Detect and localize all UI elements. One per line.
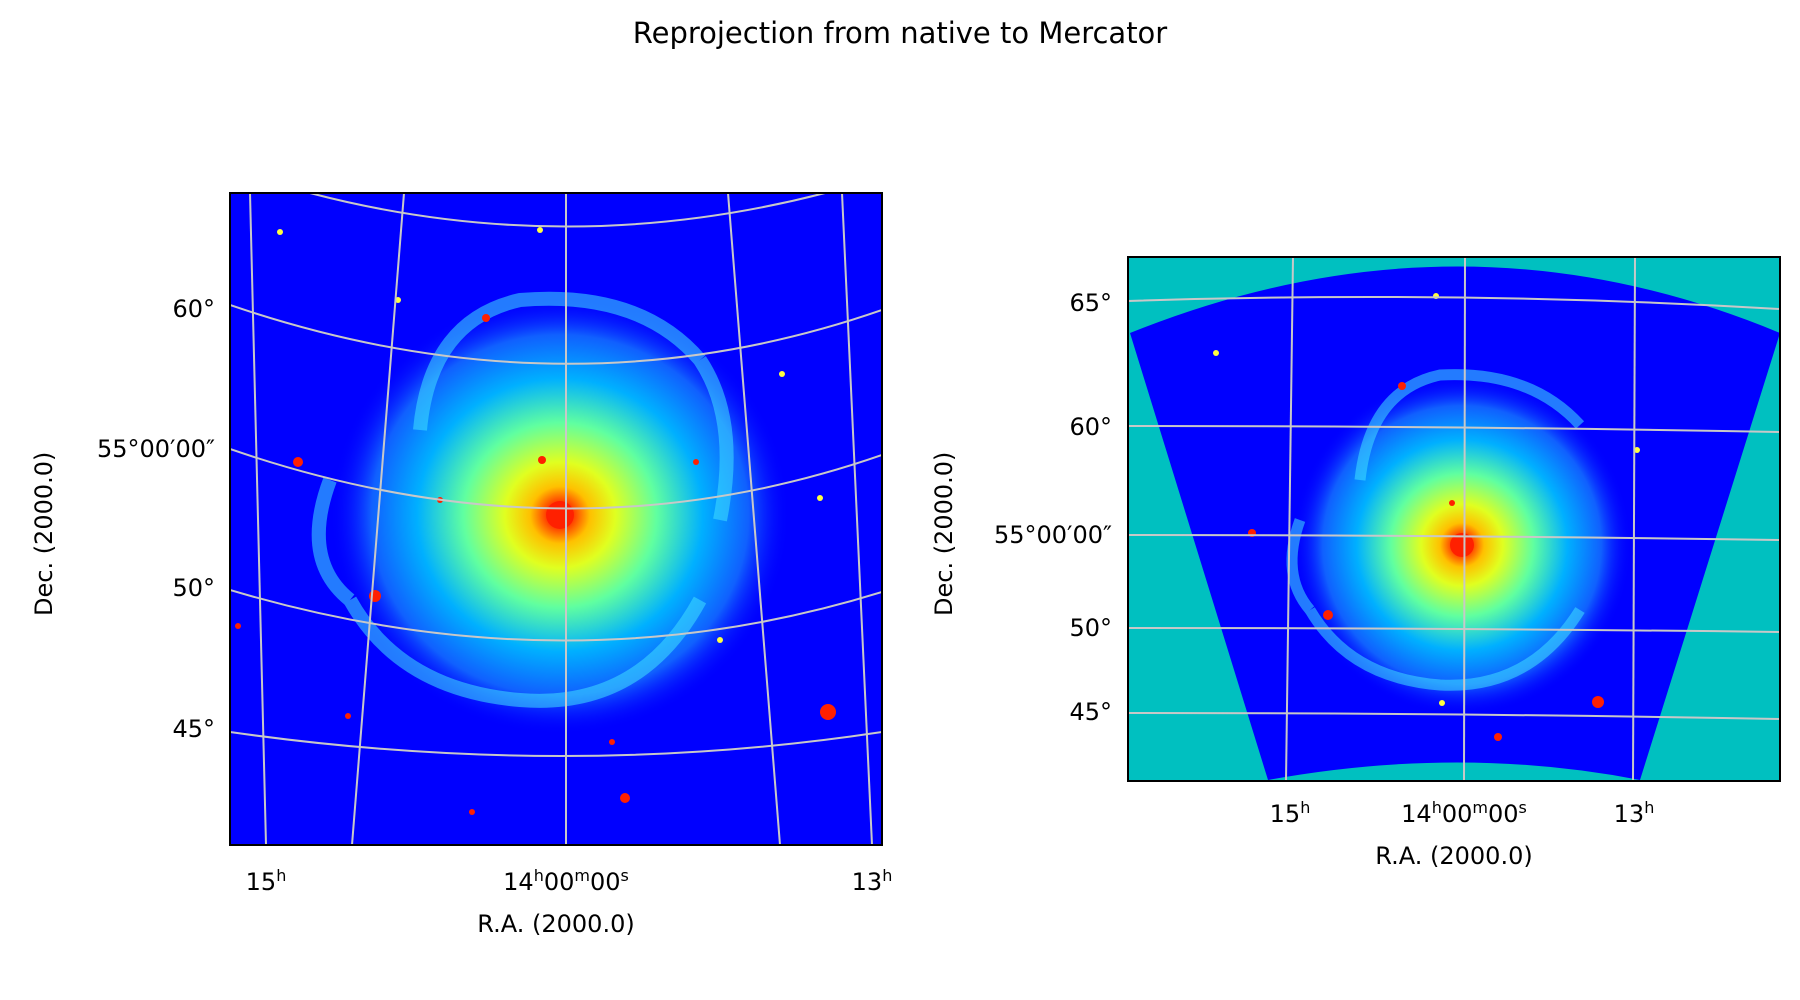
right-ytick-65: 65°	[1069, 289, 1112, 317]
left-ytick-55: 55°00′00″	[96, 435, 215, 463]
figure-title: Reprojection from native to Mercator	[632, 16, 1168, 50]
left-ytick-50: 50°	[172, 574, 215, 602]
right-plot-svg	[1127, 256, 1781, 782]
right-plot-frame	[1127, 256, 1781, 782]
left-plot-frame	[229, 192, 883, 846]
right-ytick-45: 45°	[1069, 698, 1112, 726]
right-ytick-60: 60°	[1069, 413, 1112, 441]
right-xtick-14h: 14h00m00s	[1401, 798, 1527, 828]
right-xtick-13h: 13h	[1613, 798, 1655, 828]
left-ytick-45: 45°	[172, 715, 215, 743]
left-xtick-14h: 14h00m00s	[503, 866, 629, 896]
left-plot-svg	[229, 192, 883, 846]
left-xtick-15h: 15h	[245, 866, 287, 896]
right-ytick-50: 50°	[1069, 614, 1112, 642]
left-xlabel: R.A. (2000.0)	[477, 910, 635, 938]
left-panel: 60° 55°00′00″ 50° 45° 15h 14h00m00s 13h …	[30, 192, 893, 938]
left-ylabel: Dec. (2000.0)	[30, 451, 58, 616]
right-grid	[1128, 257, 1780, 781]
right-panel: 65° 60° 55°00′00″ 50° 45° 15h 14h00m00s …	[900, 0, 1800, 1000]
right-xtick-15h: 15h	[1269, 798, 1311, 828]
right-ylabel: Dec. (2000.0)	[930, 451, 958, 616]
left-grid	[230, 193, 882, 845]
left-xtick-13h: 13h	[851, 866, 893, 896]
right-xlabel: R.A. (2000.0)	[1375, 842, 1533, 870]
right-ytick-55: 55°00′00″	[993, 521, 1112, 549]
left-ytick-60: 60°	[172, 295, 215, 323]
